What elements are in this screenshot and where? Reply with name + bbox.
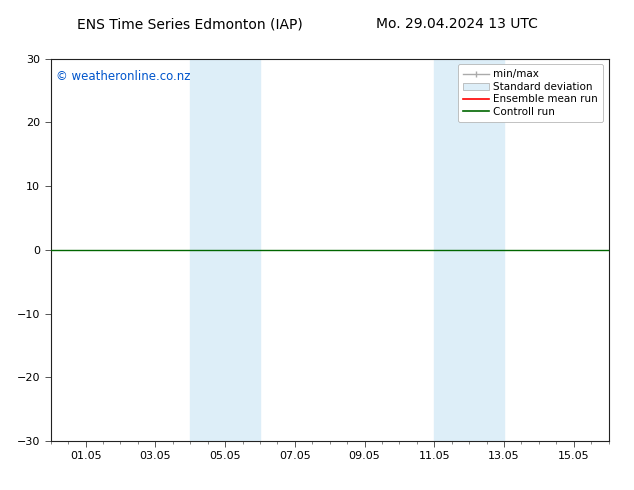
Text: Mo. 29.04.2024 13 UTC: Mo. 29.04.2024 13 UTC [375,17,538,31]
Legend: min/max, Standard deviation, Ensemble mean run, Controll run: min/max, Standard deviation, Ensemble me… [458,64,604,122]
Text: © weatheronline.co.nz: © weatheronline.co.nz [56,70,191,83]
Bar [434,59,504,441]
Text: ENS Time Series Edmonton (IAP): ENS Time Series Edmonton (IAP) [77,17,303,31]
Bar [190,59,260,441]
